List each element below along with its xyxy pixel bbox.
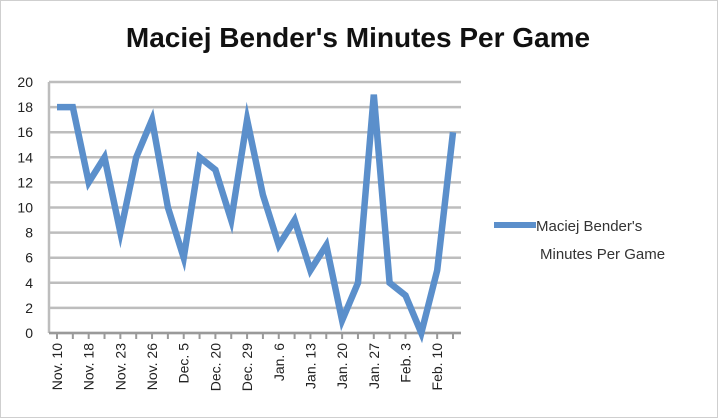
x-tick-label: Jan. 13 [302, 343, 318, 389]
x-tick-label: Feb. 3 [397, 343, 413, 383]
x-tick-label: Nov. 23 [112, 343, 128, 390]
y-tick-label: 10 [17, 200, 33, 216]
data-point [244, 117, 250, 123]
y-tick-label: 6 [25, 250, 33, 266]
x-tick-label: Dec. 5 [176, 343, 192, 384]
data-point [102, 154, 108, 160]
legend: Maciej Bender's Minutes Per Game [494, 218, 665, 263]
data-point [418, 330, 424, 336]
series-line [57, 94, 457, 344]
x-tick-label: Jan. 20 [334, 343, 350, 389]
x-tick-label: Dec. 20 [207, 343, 223, 391]
data-point [149, 117, 155, 123]
x-tick-label: Feb. 10 [429, 343, 445, 391]
data-point [434, 267, 440, 273]
data-point [86, 179, 92, 185]
y-tick-label: 4 [25, 275, 33, 291]
x-tick-label: Nov. 26 [144, 343, 160, 390]
y-tick-label: 14 [17, 149, 33, 165]
data-point [387, 280, 393, 286]
y-tick-label: 16 [17, 124, 33, 140]
y-tick-label: 18 [17, 99, 33, 115]
data-point [260, 192, 266, 198]
y-tick-label: 8 [25, 225, 33, 241]
y-tick-label: 12 [17, 174, 33, 190]
data-point [117, 230, 123, 236]
data-point [276, 242, 282, 248]
y-tick-label: 20 [17, 74, 33, 90]
data-point [355, 280, 361, 286]
data-point [133, 154, 139, 160]
chart-title: Maciej Bender's Minutes Per Game [126, 22, 590, 53]
data-point [228, 217, 234, 223]
data-point [450, 129, 456, 135]
data-point [165, 205, 171, 211]
data-point [339, 317, 345, 323]
gridlines [49, 80, 461, 335]
data-point [371, 92, 377, 98]
x-tick-label: Nov. 10 [49, 343, 65, 390]
y-tick-label: 2 [25, 300, 33, 316]
legend-label-line2: Minutes Per Game [540, 246, 665, 263]
legend-label-line1: Maciej Bender's [536, 218, 642, 235]
x-tick-label: Jan. 6 [271, 343, 287, 381]
data-point [307, 267, 313, 273]
x-tick-label: Nov. 18 [81, 343, 97, 390]
data-point [402, 292, 408, 298]
data-point [181, 255, 187, 261]
data-point [323, 242, 329, 248]
x-tick-label: Dec. 29 [239, 343, 255, 391]
axes [47, 82, 461, 335]
series-layer [54, 92, 457, 344]
data-point [212, 167, 218, 173]
data-point [54, 104, 60, 110]
x-axis-ticks: Nov. 10 Nov. 18 Nov. 23 Nov. 26 Dec. 5 Dec. 2… [49, 333, 454, 391]
data-point [70, 104, 76, 110]
data-point [292, 217, 298, 223]
data-point [197, 154, 203, 160]
x-tick-label: Jan. 27 [366, 343, 382, 389]
y-tick-label: 0 [25, 325, 33, 341]
y-axis-ticks: 0 2 4 6 8 10 12 14 16 18 20 [17, 74, 33, 341]
